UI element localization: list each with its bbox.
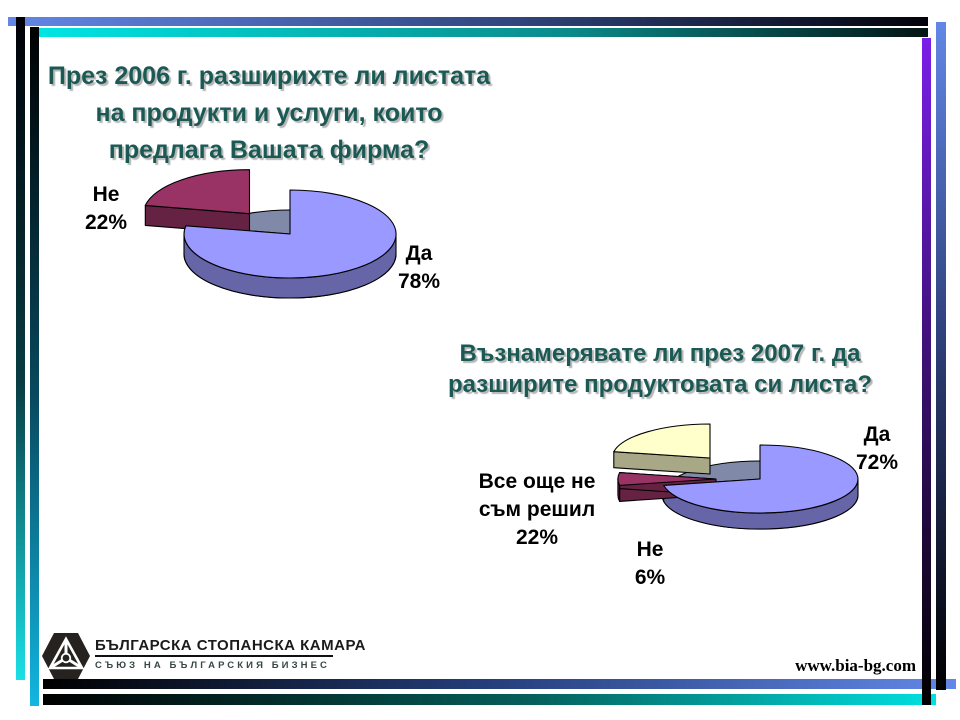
chart2-title-line1: Възнамерявате ли през 2007 г. да [459, 340, 861, 367]
pie-chart-2007 [613, 423, 859, 530]
top-border-bar-cyan [30, 28, 928, 37]
pie1-label-ne-text: Не [92, 183, 120, 206]
pie2-label-ne-pct: 6% [634, 566, 666, 589]
bottom-border-bar-blue [43, 679, 956, 689]
left-border-bar-outer [16, 17, 25, 680]
pie1-label-ne-pct: 22% [84, 211, 128, 234]
logo-divider [95, 655, 333, 657]
chart1-title-line3: предлага Вашата фирма? [108, 136, 430, 164]
pie2-label-ne-text: Не [636, 538, 664, 561]
chart1-title: През 2006 г. разширихте ли листата на пр… [25, 58, 513, 169]
pie1-label-da: Да 78% [375, 240, 463, 296]
pie2-label-ne: Не 6% [612, 536, 688, 592]
top-border-bar-blue [8, 17, 928, 26]
pie1-label-ne: Не 22% [60, 181, 152, 237]
pie2-label-undecided-pct: 22% [515, 526, 559, 549]
left-border-bar-inner [30, 27, 39, 706]
bia-logo-icon [42, 633, 90, 679]
chart1-title-line2: на продукти и услуги, които [95, 99, 443, 127]
pie2-label-undecided: Все още не съм решил 22% [462, 468, 612, 552]
pie1-label-da-text: Да [405, 242, 433, 265]
pie2-label-da-pct: 72% [855, 451, 899, 474]
logo-subtitle: СЪЮЗ НА БЪЛГАРСКИЯ БИЗНЕС [95, 660, 331, 671]
pie-chart-2006 [144, 169, 397, 299]
right-border-bar-blue [936, 22, 946, 690]
logo-title: БЪЛГАРСКА СТОПАНСКА КАМАРА [95, 637, 366, 654]
pie2-label-undecided-line2: съм решил [478, 498, 596, 521]
bottom-border-bar-cyan [43, 694, 936, 705]
website-url: www.bia-bg.com [795, 656, 916, 675]
pie2-label-undecided-line1: Все още не [478, 470, 596, 493]
chart2-title: Възнамерявате ли през 2007 г. да разшири… [428, 338, 892, 400]
pie1-label-da-pct: 78% [397, 270, 441, 293]
pie2-label-da: Да 72% [832, 421, 922, 477]
right-border-bar-purple [922, 38, 931, 705]
chart1-title-line1: През 2006 г. разширихте ли листата [47, 62, 491, 90]
chart2-title-line2: разширите продуктовата си листа? [447, 371, 873, 398]
pie2-label-da-text: Да [863, 423, 891, 446]
